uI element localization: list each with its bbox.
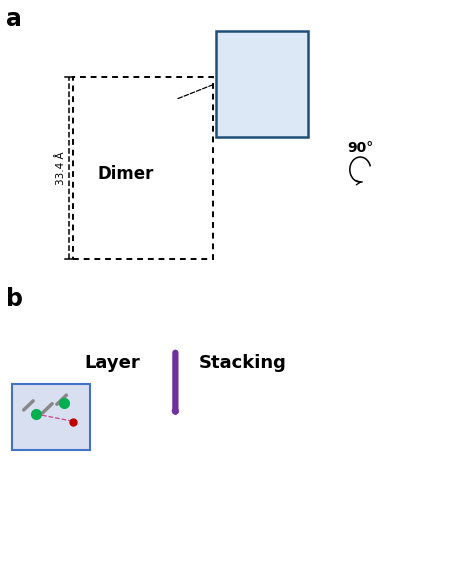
Text: Dimer: Dimer <box>98 164 154 183</box>
Bar <box>216 31 308 137</box>
Bar <box>73 77 213 259</box>
Text: Layer: Layer <box>84 354 140 372</box>
Text: Stacking: Stacking <box>199 354 287 372</box>
Text: 33.4 Å: 33.4 Å <box>55 151 66 184</box>
Text: 90°: 90° <box>347 141 374 155</box>
Bar <box>12 384 90 450</box>
Text: b: b <box>6 287 23 311</box>
Text: a: a <box>6 7 21 31</box>
